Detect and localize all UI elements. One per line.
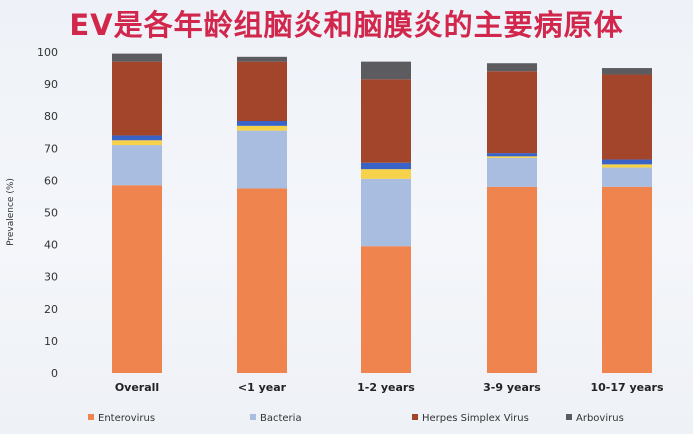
legend-swatch	[566, 414, 572, 420]
legend: Enterovirus Bacteria Herpes Simplex Virus A…	[88, 413, 624, 424]
bar-segment-herpes-simplex-virus	[112, 61, 162, 136]
bar-segment-series-3	[237, 121, 287, 126]
legend-label: Bacteria	[260, 413, 302, 424]
legend-swatch	[412, 414, 418, 420]
bar-segment-series-3	[361, 162, 411, 170]
bar-segment-series-2	[487, 156, 537, 158]
bar-segment-arbovirus	[237, 56, 287, 62]
bar-segment-bacteria	[602, 167, 652, 187]
y-tick-label: 60	[44, 174, 58, 187]
x-category-label: 10-17 years	[590, 381, 663, 394]
bar-segment-arbovirus	[361, 61, 411, 80]
bar-segment-enterovirus	[361, 246, 411, 373]
bar-segment-enterovirus	[487, 186, 537, 373]
legend-label: Herpes Simplex Virus	[422, 413, 529, 424]
bar-segment-bacteria	[487, 157, 537, 187]
slide-title: EV是各年龄组脑炎和脑膜炎的主要病原体	[69, 8, 624, 42]
x-category-label: 3-9 years	[483, 381, 541, 394]
legend-swatch	[88, 414, 94, 420]
bar-segment-herpes-simplex-virus	[361, 79, 411, 163]
y-axis: 0 10 20 30 40 50 60 70 80 90 100	[37, 46, 58, 380]
legend-swatch	[250, 414, 256, 420]
bar-segment-series-3	[487, 153, 537, 157]
bar-segment-series-3	[602, 159, 652, 165]
bar-segment-arbovirus	[112, 53, 162, 62]
bar-segment-herpes-simplex-virus	[602, 74, 652, 160]
bar-segment-arbovirus	[487, 63, 537, 72]
x-axis-categories: Overall <1 year 1-2 years 3-9 years 10-17 ye…	[115, 381, 664, 394]
legend-label: Arbovirus	[576, 413, 624, 424]
bar-segment-series-3	[112, 135, 162, 141]
x-category-label: Overall	[115, 381, 159, 394]
y-tick-label: 30	[44, 271, 58, 284]
y-tick-label: 70	[44, 142, 58, 155]
y-tick-label: 40	[44, 239, 58, 252]
legend-label: Enterovirus	[98, 413, 155, 424]
x-category-label: 1-2 years	[357, 381, 415, 394]
bar-segment-enterovirus	[237, 188, 287, 373]
y-tick-label: 50	[44, 207, 58, 220]
y-tick-label: 100	[37, 46, 58, 59]
bars	[112, 53, 652, 373]
bar-segment-series-2	[112, 140, 162, 146]
y-tick-label: 80	[44, 110, 58, 123]
bar-segment-enterovirus	[602, 186, 652, 373]
bar-segment-arbovirus	[602, 68, 652, 75]
bar-segment-bacteria	[112, 145, 162, 186]
y-tick-label: 10	[44, 335, 58, 348]
bar-segment-series-2	[237, 125, 287, 131]
y-tick-label: 20	[44, 303, 58, 316]
x-category-label: <1 year	[238, 381, 287, 394]
y-tick-label: 0	[51, 367, 58, 380]
bar-segment-herpes-simplex-virus	[487, 71, 537, 154]
bar-segment-enterovirus	[112, 185, 162, 373]
bar-segment-bacteria	[361, 178, 411, 247]
bar-segment-herpes-simplex-virus	[237, 61, 287, 122]
bar-segment-series-2	[361, 169, 411, 179]
y-axis-label: Prevalence (%)	[6, 178, 16, 246]
bar-segment-bacteria	[237, 130, 287, 189]
y-tick-label: 90	[44, 78, 58, 91]
bar-segment-series-2	[602, 164, 652, 168]
